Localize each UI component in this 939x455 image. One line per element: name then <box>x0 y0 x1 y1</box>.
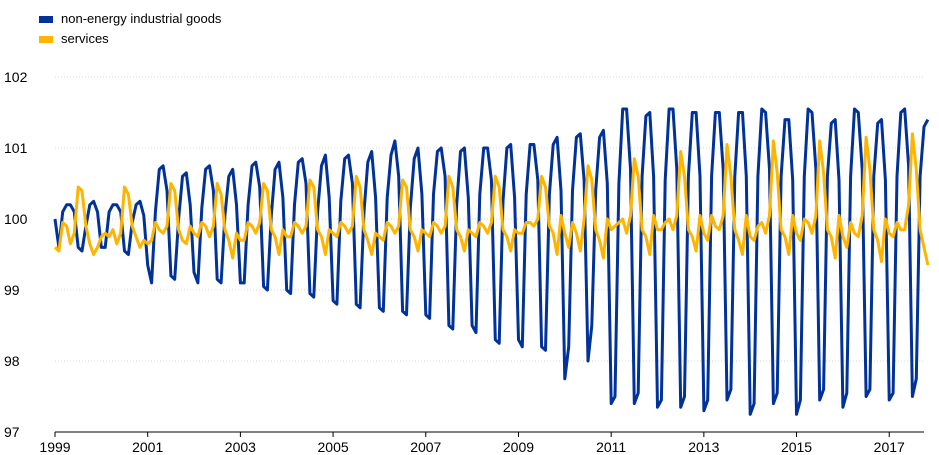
legend: non-energy industrial goods services <box>39 11 222 46</box>
y-tick-label: 97 <box>4 424 20 440</box>
x-tick-label: 2003 <box>225 439 256 455</box>
x-tick-label: 2009 <box>503 439 534 455</box>
y-axis-labels: 97 98 99 100 101 102 <box>4 69 28 440</box>
series-lines <box>53 107 930 416</box>
series-line-services <box>53 132 930 266</box>
y-tick-label: 98 <box>4 353 20 369</box>
y-tick-label: 102 <box>4 69 28 85</box>
x-axis: 1999 2001 2003 2005 2007 2009 2011 2013 2015 2017 <box>39 431 924 455</box>
x-tick-label: 2005 <box>318 439 349 455</box>
x-tick-label: 2013 <box>688 439 719 455</box>
series-line-non-energy-industrial-goods <box>53 107 930 416</box>
x-tick-label: 1999 <box>39 439 70 455</box>
legend-label: non-energy industrial goods <box>61 11 222 26</box>
legend-label: services <box>61 31 109 46</box>
x-tick-label: 2011 <box>596 439 626 455</box>
x-tick-label: 2017 <box>874 439 905 455</box>
legend-swatch <box>39 36 53 43</box>
y-tick-label: 101 <box>4 140 28 156</box>
x-tick-label: 2015 <box>781 439 812 455</box>
y-tick-label: 99 <box>4 282 20 298</box>
y-tick-label: 100 <box>4 211 28 227</box>
x-tick-label: 2001 <box>132 439 163 455</box>
x-tick-label: 2007 <box>410 439 441 455</box>
legend-swatch <box>39 16 53 23</box>
